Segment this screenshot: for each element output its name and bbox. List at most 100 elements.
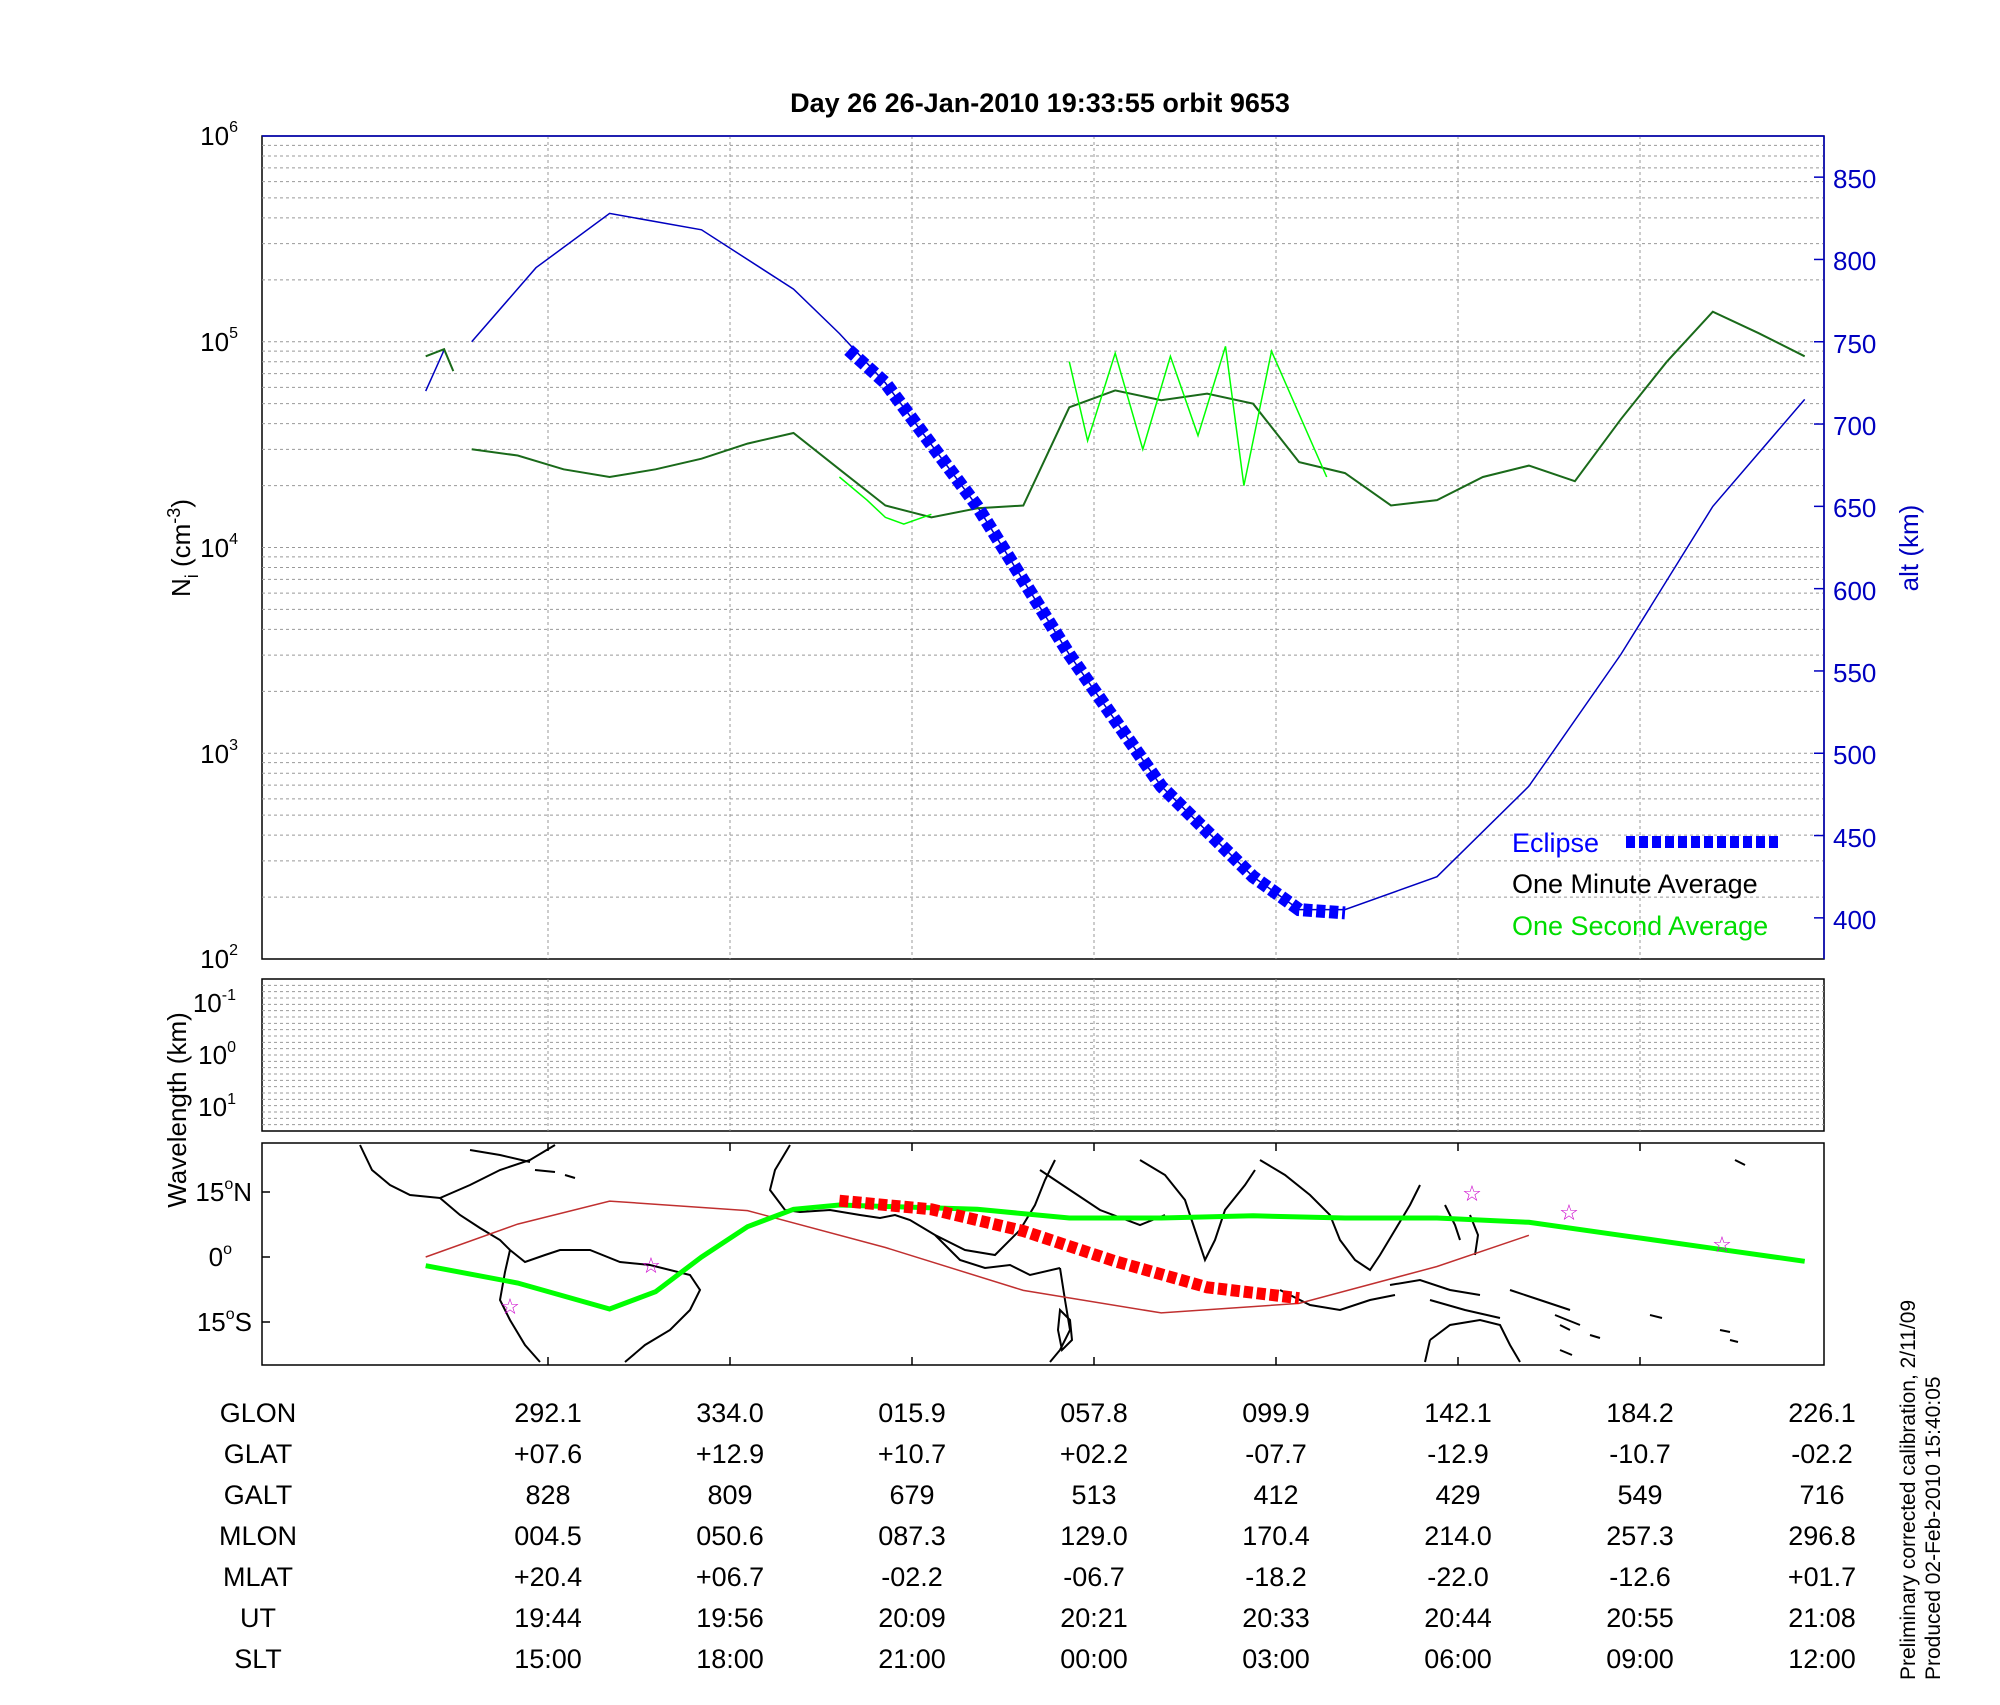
top-ylabel-unit-post: ) xyxy=(166,499,196,508)
coast-central-america xyxy=(439,1197,511,1251)
mid-y-tick-1e0: 100 xyxy=(198,1039,236,1070)
table-cell: 19:44 xyxy=(514,1603,582,1633)
table-cell: 257.3 xyxy=(1606,1521,1674,1551)
table-cell: +01.7 xyxy=(1788,1562,1856,1592)
table-cell: 12:00 xyxy=(1788,1644,1856,1674)
table-cell: 15:00 xyxy=(514,1644,582,1674)
table-cell: +06.7 xyxy=(696,1562,764,1592)
table-cell: +10.7 xyxy=(878,1439,946,1469)
table-cell: 20:55 xyxy=(1606,1603,1674,1633)
tick-base: 10 xyxy=(193,988,222,1018)
table-cell: +07.6 xyxy=(514,1439,582,1469)
map-stars: ☆ ☆ ☆ ☆ ☆ xyxy=(500,1181,1732,1319)
table-row-label: GLAT xyxy=(224,1439,293,1469)
one-minute-average-line-start xyxy=(425,347,455,372)
table-cell: 21:00 xyxy=(878,1644,946,1674)
table-cell: -02.2 xyxy=(1791,1439,1853,1469)
table-cell: 513 xyxy=(1071,1480,1116,1510)
coast-indochina xyxy=(1259,1159,1421,1272)
tick-base: 10 xyxy=(200,121,229,151)
tick-exp: 5 xyxy=(229,325,238,342)
star-marker: ☆ xyxy=(641,1253,661,1278)
top-ylabel-unit-pre: (cm xyxy=(166,524,196,575)
y2-tick-450: 450 xyxy=(1833,823,1876,853)
map-coastlines xyxy=(359,1144,1746,1363)
star-marker: ☆ xyxy=(1462,1181,1482,1206)
glat-track-line xyxy=(425,1200,1530,1314)
table-cell: 429 xyxy=(1435,1480,1480,1510)
top-ylabel-base: N xyxy=(166,578,196,597)
table-cell: -22.0 xyxy=(1427,1562,1489,1592)
table-cell: 214.0 xyxy=(1424,1521,1492,1551)
table-cell: 004.5 xyxy=(514,1521,582,1551)
table-row-label: GALT xyxy=(224,1480,293,1510)
tick-base: 10 xyxy=(198,1040,227,1070)
top-y2-ticks: 850 800 750 700 650 600 550 500 450 400 xyxy=(1833,164,1876,935)
y2-tick-650: 650 xyxy=(1833,493,1876,523)
legend: Eclipse One Minute Average One Second Av… xyxy=(1512,828,1778,941)
coast-india xyxy=(1139,1159,1256,1263)
table-cell: 412 xyxy=(1253,1480,1298,1510)
tick-base: 10 xyxy=(200,533,229,563)
table-row-label: SLT xyxy=(234,1644,282,1674)
table-cell: 06:00 xyxy=(1424,1644,1492,1674)
coast-caribbean xyxy=(469,1149,576,1179)
tick-base: 10 xyxy=(198,1092,227,1122)
table-cell: +12.9 xyxy=(696,1439,764,1469)
lat-label-15s: 15oS xyxy=(197,1306,252,1337)
y2-tick-850: 850 xyxy=(1833,164,1876,194)
map-eclipse-segment xyxy=(838,1194,1300,1305)
star-marker: ☆ xyxy=(1712,1232,1732,1257)
lat-label-0: 0o xyxy=(209,1241,232,1272)
coast-pacific-islands xyxy=(1559,1159,1746,1356)
table-cell: 087.3 xyxy=(878,1521,946,1551)
tick-base: 10 xyxy=(200,944,229,974)
mid-ylabel: Wavelength (km) xyxy=(162,1012,192,1208)
mid-panel-grid xyxy=(262,979,1824,1131)
tick-exp: 0 xyxy=(227,1039,236,1056)
table-cell: 099.9 xyxy=(1242,1398,1310,1428)
table-cell: 184.2 xyxy=(1606,1398,1674,1428)
tick-exp: 4 xyxy=(229,531,238,548)
y2-tick-750: 750 xyxy=(1833,329,1876,359)
table-cell: 142.1 xyxy=(1424,1398,1492,1428)
table-cell: 828 xyxy=(525,1480,570,1510)
table-cell: 09:00 xyxy=(1606,1644,1674,1674)
mid-y-ticks: 10-1 100 101 xyxy=(193,987,236,1122)
top-y-tick-1e3: 103 xyxy=(200,737,238,769)
one-second-average-line xyxy=(838,476,932,525)
top-ylabel-sub: i xyxy=(182,574,202,578)
y2-tick-600: 600 xyxy=(1833,576,1876,606)
table-cell: 170.4 xyxy=(1242,1521,1310,1551)
lat-label-15n: 15oN xyxy=(195,1176,252,1207)
mid-y-tick-1e1: 101 xyxy=(198,1091,236,1122)
legend-second-label: One Second Average xyxy=(1512,911,1768,941)
table-cell: 057.8 xyxy=(1060,1398,1128,1428)
table-cell: -18.2 xyxy=(1245,1562,1307,1592)
y2-tick-550: 550 xyxy=(1833,658,1876,688)
top-y-tick-1e2: 102 xyxy=(200,942,238,974)
table-cell: 334.0 xyxy=(696,1398,764,1428)
table-cell: +20.4 xyxy=(514,1562,582,1592)
table-cell: 20:09 xyxy=(878,1603,946,1633)
map-panel-grid xyxy=(262,1143,1641,1365)
top-ylabel: Ni (cm-3) xyxy=(164,499,202,597)
ephemeris-table: GLON 292.1 334.0 015.9 057.8 099.9 142.1 184.2 2… xyxy=(219,1398,1856,1674)
table-cell: 050.6 xyxy=(696,1521,764,1551)
coast-indonesia xyxy=(1279,1278,1581,1326)
table-cell: 679 xyxy=(889,1480,934,1510)
footnote-line2: Produced 02-Feb-2010 15:40:05 xyxy=(1922,1376,1945,1680)
legend-eclipse-label: Eclipse xyxy=(1512,828,1599,858)
altitude-line-start xyxy=(425,349,445,392)
tick-exp: -1 xyxy=(222,987,236,1004)
tick-exp: 2 xyxy=(229,942,238,959)
table-cell: 716 xyxy=(1799,1480,1844,1510)
chart-title: Day 26 26-Jan-2010 19:33:55 orbit 9653 xyxy=(790,88,1290,118)
top-panel-series xyxy=(425,212,1806,920)
tick-base: 10 xyxy=(200,739,229,769)
y2-tick-700: 700 xyxy=(1833,411,1876,441)
lat-hem: S xyxy=(235,1307,252,1337)
top-panel-grid xyxy=(262,135,1825,959)
coast-south-america xyxy=(498,1249,702,1363)
